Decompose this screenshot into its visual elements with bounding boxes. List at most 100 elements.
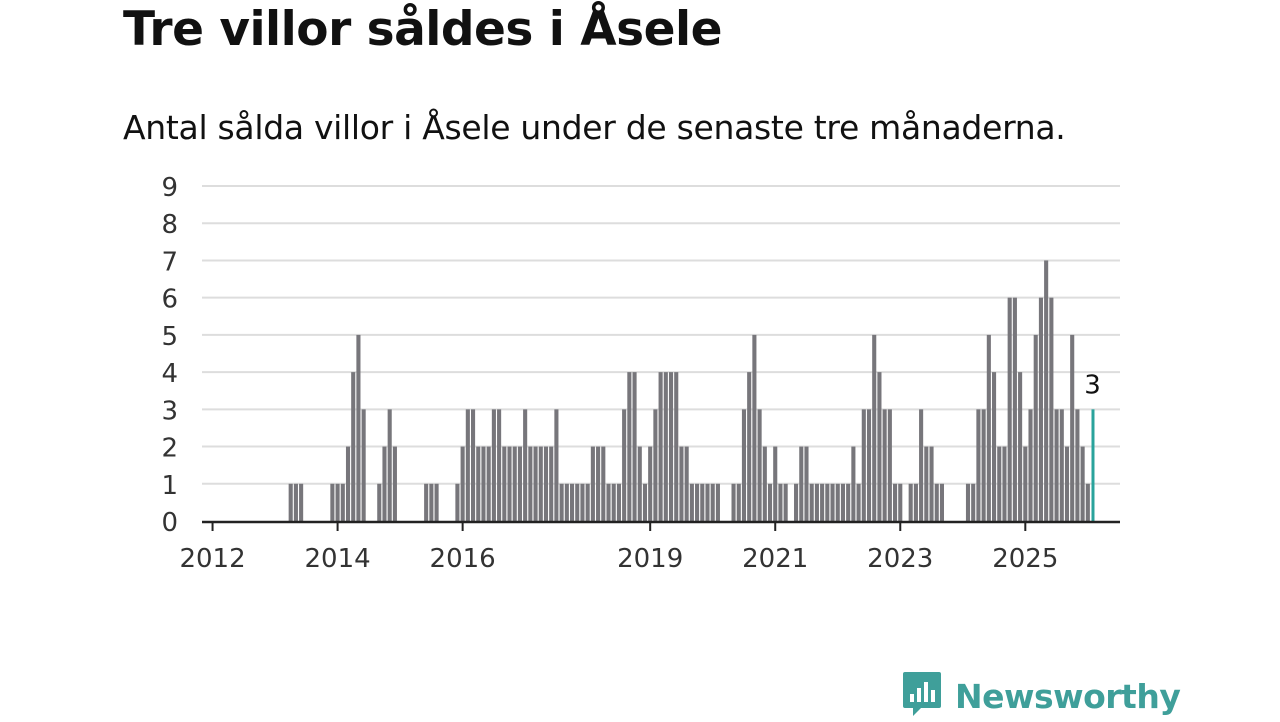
chart-bars: 3 <box>288 260 1101 521</box>
bar <box>846 483 851 521</box>
bar <box>689 483 694 521</box>
bar <box>429 483 434 521</box>
x-tick-label: 2021 <box>742 544 808 574</box>
bar <box>767 483 773 521</box>
bar <box>919 409 924 521</box>
x-tick-label: 2016 <box>430 544 496 574</box>
bar <box>543 446 549 521</box>
bar <box>762 446 767 521</box>
bar <box>465 409 470 521</box>
bar <box>538 446 543 521</box>
bar <box>1038 297 1043 521</box>
bar <box>293 483 298 521</box>
bar <box>528 446 533 521</box>
bar <box>668 372 674 521</box>
bar <box>1002 446 1007 521</box>
bar <box>976 409 981 521</box>
bar <box>830 483 835 521</box>
y-tick-label: 2 <box>161 434 178 464</box>
highlight-value-label: 3 <box>1084 370 1101 400</box>
page-title: Tre villor såldes i Åsele <box>123 2 722 57</box>
bar <box>497 409 502 521</box>
bar <box>601 446 606 521</box>
bar <box>997 446 1002 521</box>
bar <box>804 446 809 521</box>
bar <box>1033 334 1038 521</box>
bar <box>559 483 564 521</box>
bar <box>783 483 788 521</box>
bar <box>1075 409 1080 521</box>
bar <box>476 446 481 521</box>
bar <box>491 409 496 521</box>
bar <box>288 483 293 521</box>
bar <box>611 483 616 521</box>
bar <box>627 372 632 521</box>
y-axis-ticks: 0 1 2 3 4 5 6 7 8 9 <box>161 173 178 538</box>
bar <box>585 483 590 521</box>
bar <box>392 446 397 521</box>
bar <box>757 409 762 521</box>
bar <box>596 446 601 521</box>
bar <box>356 334 361 521</box>
bar <box>481 446 486 521</box>
bar <box>887 409 892 521</box>
bar <box>778 483 783 521</box>
bar <box>840 483 846 521</box>
bar <box>569 483 575 521</box>
brand-name: Newsworthy <box>955 676 1181 716</box>
bar <box>1059 409 1064 521</box>
x-tick-label: 2012 <box>179 544 245 574</box>
bar <box>794 483 799 521</box>
bar <box>642 483 648 521</box>
bar <box>715 483 720 521</box>
bar <box>898 483 903 521</box>
bar <box>387 409 392 521</box>
bar <box>616 483 621 521</box>
x-tick-label: 2023 <box>867 544 933 574</box>
chart-subtitle: Antal sålda villor i Åsele under de sena… <box>123 108 1066 147</box>
bar <box>882 409 887 521</box>
bar <box>663 372 668 521</box>
bar <box>340 483 345 521</box>
bar <box>1085 483 1090 521</box>
bar <box>424 483 429 521</box>
bar <box>622 409 627 521</box>
bar <box>507 446 512 521</box>
bar <box>658 372 663 521</box>
bar <box>330 483 335 521</box>
bar <box>1044 260 1049 521</box>
bar <box>971 483 976 521</box>
bar <box>929 446 934 521</box>
bar <box>700 483 705 521</box>
bar <box>1007 297 1012 521</box>
bar <box>851 446 856 521</box>
bar <box>1023 446 1028 521</box>
bar <box>512 446 517 521</box>
bar <box>486 446 491 521</box>
y-tick-label: 9 <box>161 173 178 203</box>
bar <box>1070 334 1075 521</box>
bar <box>471 409 476 521</box>
bar <box>335 483 340 521</box>
x-tick-label: 2014 <box>305 544 371 574</box>
y-tick-label: 4 <box>161 359 178 389</box>
x-tick-label: 2025 <box>992 544 1058 574</box>
bar <box>835 483 840 521</box>
x-tick-label: 2019 <box>617 544 683 574</box>
bar <box>606 483 611 521</box>
bar <box>981 409 986 521</box>
bar <box>590 446 595 521</box>
y-tick-label: 5 <box>161 322 178 352</box>
bar <box>736 483 741 521</box>
bar <box>1018 372 1023 521</box>
bar <box>1080 446 1085 521</box>
bar <box>648 446 653 521</box>
bar <box>799 446 804 521</box>
bar <box>434 483 439 521</box>
bar <box>575 483 580 521</box>
bar <box>517 446 522 521</box>
brand: Newsworthy <box>901 670 1181 722</box>
bar <box>580 483 585 521</box>
bar <box>1064 446 1070 521</box>
